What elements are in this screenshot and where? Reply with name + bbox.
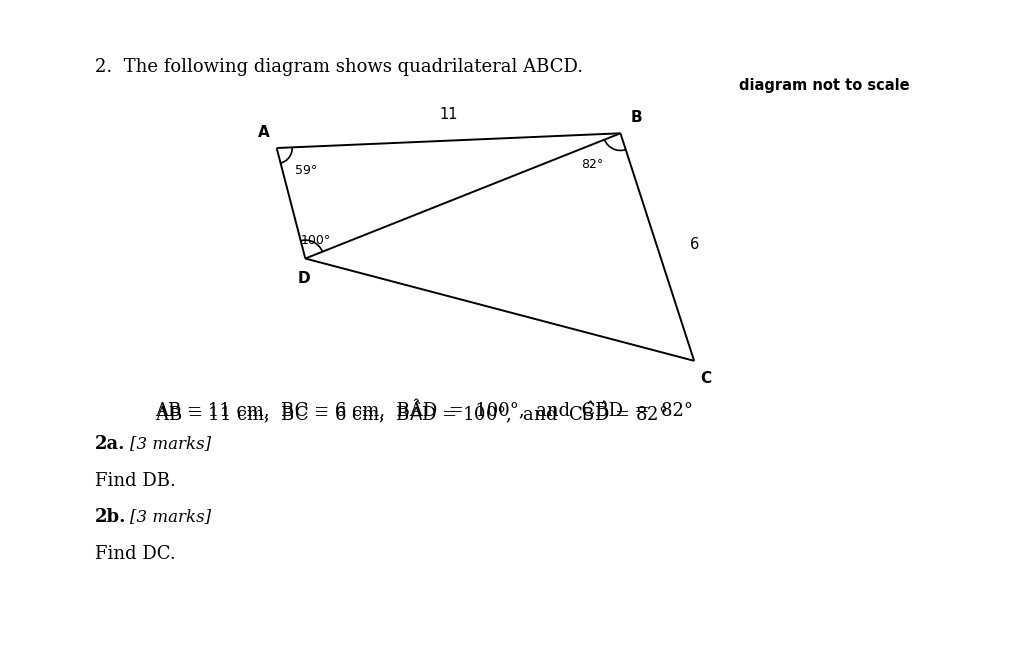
Text: Find DC.: Find DC. <box>95 545 176 563</box>
Text: A: A <box>258 125 270 140</box>
Text: 100°: 100° <box>300 234 331 247</box>
Text: 6: 6 <box>690 237 699 252</box>
Text: B: B <box>630 110 642 125</box>
Text: C: C <box>700 371 712 386</box>
Text: 82°: 82° <box>582 158 603 171</box>
Text: 2b.: 2b. <box>95 508 127 526</box>
Text: diagram not to scale: diagram not to scale <box>739 78 910 93</box>
Text: AB = 11 cm,  BC = 6 cm,  B$\hat{\rm A}$D = 100°,  and  C$\hat{\rm B}$D = 82°: AB = 11 cm, BC = 6 cm, B$\hat{\rm A}$D =… <box>155 400 668 426</box>
Text: 11: 11 <box>439 107 458 122</box>
Text: D: D <box>297 271 309 286</box>
Text: 2a.: 2a. <box>95 435 126 453</box>
Text: 59°: 59° <box>295 163 316 176</box>
Text: [3 marks]: [3 marks] <box>130 508 211 525</box>
Text: AB = 11 cm,  BC = 6 cm,  BÂD  =  100°,  and  CB̂D  =  82°: AB = 11 cm, BC = 6 cm, BÂD = 100°, and C… <box>155 400 693 420</box>
Text: [3 marks]: [3 marks] <box>130 435 211 452</box>
Text: Find DB.: Find DB. <box>95 472 176 490</box>
Text: 2.  The following diagram shows quadrilateral ABCD.: 2. The following diagram shows quadrilat… <box>95 58 583 76</box>
